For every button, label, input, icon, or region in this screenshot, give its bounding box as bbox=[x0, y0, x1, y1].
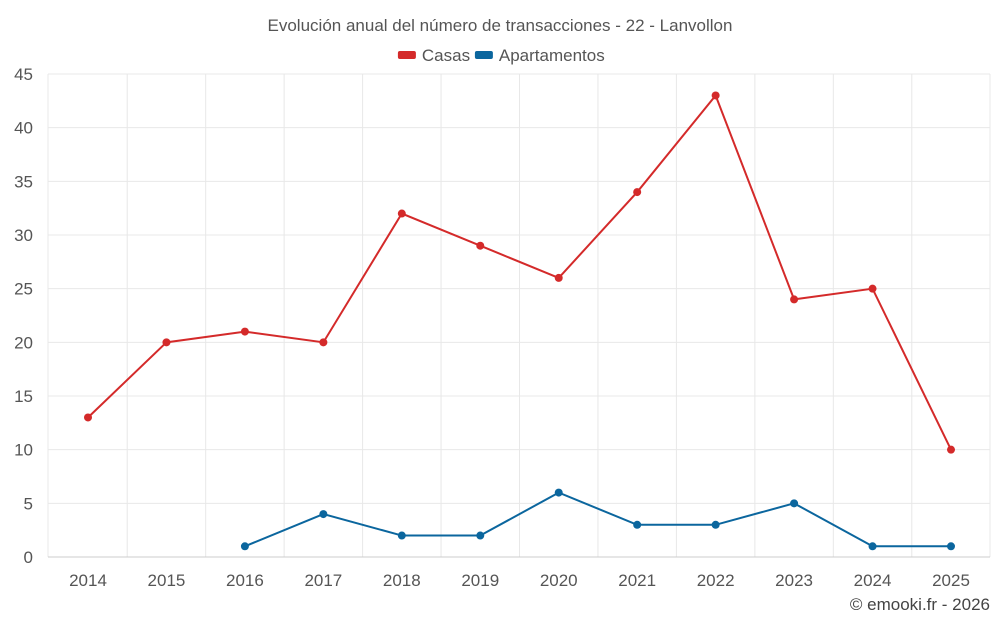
y-tick-label: 25 bbox=[14, 280, 33, 299]
data-point[interactable] bbox=[319, 338, 328, 347]
series-group bbox=[84, 91, 955, 551]
data-point[interactable] bbox=[240, 542, 249, 551]
x-tick-label: 2014 bbox=[69, 571, 107, 590]
series-line bbox=[244, 491, 951, 548]
legend-swatch bbox=[474, 51, 493, 59]
x-tick-label: 2021 bbox=[618, 571, 656, 590]
credit-text: © emooki.fr - 2026 bbox=[850, 595, 990, 614]
y-tick-label: 30 bbox=[14, 226, 33, 245]
data-point[interactable] bbox=[633, 520, 642, 529]
legend-item-casas[interactable]: Casas bbox=[397, 46, 470, 65]
x-tick-label: 2020 bbox=[540, 571, 578, 590]
data-point[interactable] bbox=[790, 499, 799, 508]
data-point[interactable] bbox=[947, 542, 955, 551]
y-tick-label: 45 bbox=[14, 65, 33, 84]
data-point[interactable] bbox=[319, 510, 328, 519]
data-point[interactable] bbox=[868, 284, 877, 293]
y-tick-label: 0 bbox=[24, 548, 33, 567]
legend-item-apartamentos[interactable]: Apartamentos bbox=[474, 46, 605, 65]
x-tick-label: 2025 bbox=[932, 571, 970, 590]
x-axis: 2014 2015 2016 2017 2018 2019 2020 2021 2022 2023… bbox=[69, 571, 970, 590]
data-point[interactable] bbox=[476, 241, 485, 250]
data-point[interactable] bbox=[868, 542, 877, 551]
data-point[interactable] bbox=[790, 295, 799, 304]
legend-label: Apartamentos bbox=[499, 46, 605, 65]
series-line bbox=[87, 93, 952, 451]
legend: Casas Apartamentos bbox=[397, 46, 605, 65]
x-tick-label: 2017 bbox=[304, 571, 342, 590]
data-point[interactable] bbox=[711, 91, 720, 100]
legend-swatch bbox=[397, 51, 416, 59]
data-point[interactable] bbox=[240, 327, 249, 336]
x-tick-label: 2018 bbox=[383, 571, 421, 590]
series-apartamentos bbox=[240, 488, 955, 551]
data-point[interactable] bbox=[633, 188, 642, 197]
data-point[interactable] bbox=[554, 273, 563, 282]
legend-label: Casas bbox=[422, 46, 470, 65]
data-point[interactable] bbox=[711, 520, 720, 529]
chart-title: Evolución anual del número de transaccio… bbox=[268, 16, 733, 35]
data-point[interactable] bbox=[554, 488, 563, 497]
y-tick-label: 40 bbox=[14, 119, 33, 138]
data-point[interactable] bbox=[84, 413, 92, 422]
y-tick-label: 35 bbox=[14, 172, 33, 191]
data-point[interactable] bbox=[476, 531, 485, 540]
y-tick-label: 15 bbox=[14, 387, 33, 406]
x-tick-label: 2022 bbox=[697, 571, 735, 590]
y-tick-label: 5 bbox=[24, 494, 33, 513]
x-tick-label: 2015 bbox=[148, 571, 186, 590]
y-tick-label: 20 bbox=[14, 333, 33, 352]
y-tick-label: 10 bbox=[14, 441, 33, 460]
x-tick-label: 2019 bbox=[461, 571, 499, 590]
data-point[interactable] bbox=[947, 445, 955, 454]
data-point[interactable] bbox=[162, 338, 171, 347]
grid bbox=[47, 73, 991, 558]
data-point[interactable] bbox=[397, 531, 406, 540]
x-tick-label: 2016 bbox=[226, 571, 264, 590]
x-tick-label: 2023 bbox=[775, 571, 813, 590]
series-casas bbox=[84, 91, 955, 454]
y-axis: 0 5 10 15 20 25 30 35 40 45 bbox=[14, 65, 33, 567]
data-point[interactable] bbox=[397, 209, 406, 218]
x-tick-label: 2024 bbox=[854, 571, 892, 590]
